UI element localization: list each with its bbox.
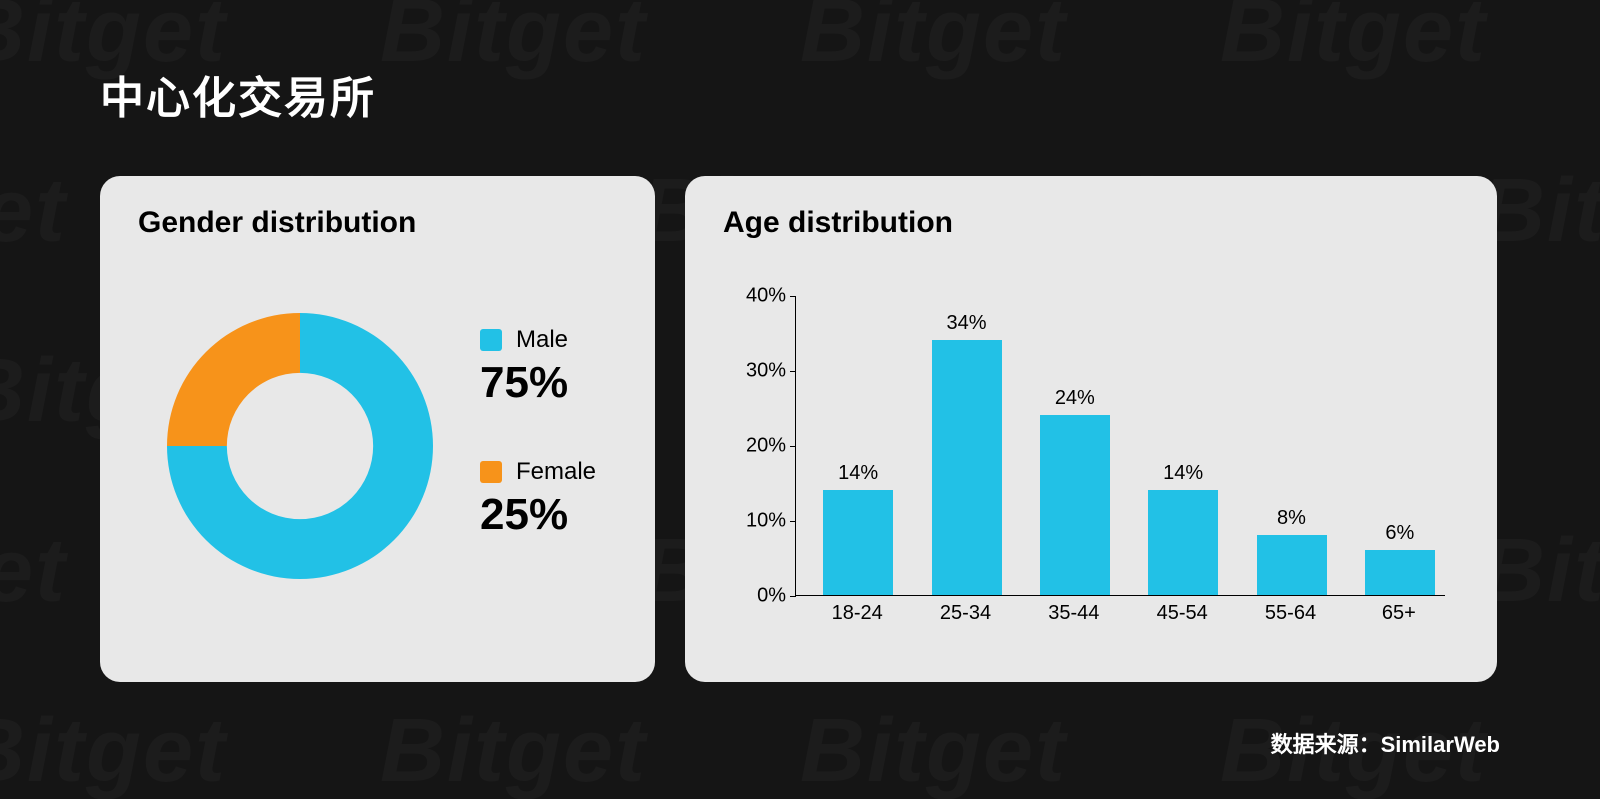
bar-value-label: 14%	[1148, 462, 1218, 485]
legend-value: 25%	[480, 490, 596, 540]
y-tick-mark	[790, 296, 796, 297]
data-source-label: 数据来源：SimilarWeb	[1271, 727, 1500, 759]
x-category-label: 65+	[1382, 602, 1416, 625]
x-category-label: 18-24	[832, 602, 883, 625]
panels-row: Gender distribution Male 75% Female 25% Age…	[100, 176, 1497, 682]
bar-plot-area: 0%10%20%30%40%14%34%24%14%8%6%	[795, 296, 1445, 596]
gender-panel-title: Gender distribution	[138, 206, 416, 240]
legend-item-female: Female 25%	[480, 458, 596, 540]
legend-swatch	[480, 461, 502, 483]
y-tick-label: 0%	[726, 585, 786, 608]
bar-value-label: 24%	[1040, 387, 1110, 410]
watermark-text: Bitget	[1480, 160, 1600, 263]
bar-value-label: 8%	[1257, 507, 1327, 530]
x-category-label: 45-54	[1157, 602, 1208, 625]
page-title: 中心化交易所	[100, 62, 376, 126]
bar-45-54: 14%	[1148, 490, 1218, 595]
watermark-text: Bitget	[1220, 0, 1487, 83]
y-tick-mark	[790, 371, 796, 372]
bar-value-label: 14%	[823, 462, 893, 485]
x-category-label: 35-44	[1048, 602, 1099, 625]
bar-55-64: 8%	[1257, 535, 1327, 595]
bar-25-34: 34%	[932, 340, 1002, 595]
bar-value-label: 6%	[1365, 522, 1435, 545]
y-tick-label: 20%	[726, 435, 786, 458]
age-panel-title: Age distribution	[723, 206, 953, 240]
y-tick-mark	[790, 596, 796, 597]
age-bar-chart: 0% 10% 20% 30% 40% 14% 34% 24% 14% 8% 6% 18-24 25-3…	[725, 286, 1465, 646]
gender-panel: Gender distribution Male 75% Female 25%	[100, 176, 655, 682]
x-category-label: 25-34	[940, 602, 991, 625]
bar-18-24: 14%	[823, 490, 893, 595]
legend-swatch	[480, 329, 502, 351]
watermark-text: Bitget	[1480, 520, 1600, 623]
gender-donut-chart	[160, 306, 440, 586]
bar-value-label: 34%	[932, 312, 1002, 335]
watermark-text: Bitget	[0, 520, 67, 623]
y-tick-mark	[790, 521, 796, 522]
legend-label: Male	[516, 326, 568, 354]
gender-legend: Male 75% Female 25%	[480, 326, 596, 590]
watermark-text: Bitget	[0, 160, 67, 263]
y-tick-label: 40%	[726, 285, 786, 308]
y-tick-mark	[790, 446, 796, 447]
watermark-text: Bitget	[800, 0, 1067, 83]
watermark-text: Bitget	[380, 700, 647, 799]
bar-65+: 6%	[1365, 550, 1435, 595]
age-panel: Age distribution 0% 10% 20% 30% 40% 14% 34% 24%…	[685, 176, 1497, 682]
watermark-text: Bitget	[0, 700, 227, 799]
legend-label: Female	[516, 458, 596, 486]
legend-item-male: Male 75%	[480, 326, 596, 408]
x-category-label: 55-64	[1265, 602, 1316, 625]
bar-35-44: 24%	[1040, 415, 1110, 595]
watermark-text: Bitget	[800, 700, 1067, 799]
donut-slice-female	[167, 313, 300, 446]
y-tick-label: 10%	[726, 510, 786, 533]
watermark-text: Bitget	[380, 0, 647, 83]
legend-value: 75%	[480, 358, 596, 408]
y-tick-label: 30%	[726, 360, 786, 383]
